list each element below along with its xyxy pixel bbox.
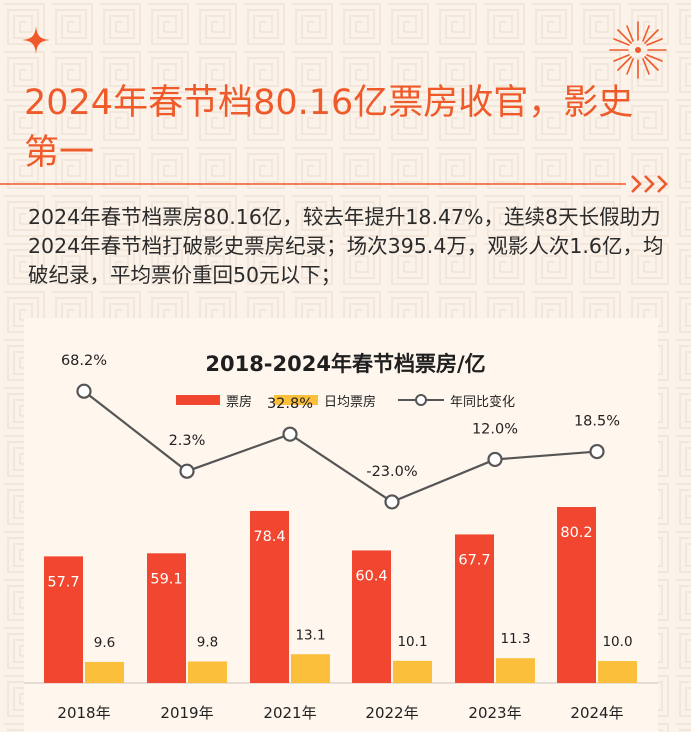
bar-label-box-office: 78.4 — [253, 529, 285, 545]
line-label-yoy: 18.5% — [574, 414, 620, 430]
firework-icon — [609, 21, 667, 79]
x-tick-label: 2022年 — [365, 704, 418, 722]
line-label-yoy: -23.0% — [366, 464, 417, 480]
triple-arrow-icon — [631, 175, 668, 193]
legend-label-box-office: 票房 — [225, 394, 252, 410]
chart-card — [24, 318, 658, 732]
legend-item-box-office: 票房 — [175, 391, 252, 410]
bar-label-box-office: 57.7 — [47, 574, 79, 590]
bar-label-box-office: 67.7 — [458, 552, 490, 568]
bar-label-daily: 9.8 — [197, 634, 218, 650]
bar-label-box-office: 80.2 — [560, 525, 592, 541]
four-point-star-icon — [22, 26, 50, 54]
bar-label-daily: 11.3 — [500, 631, 530, 647]
bar-box-office — [44, 556, 83, 683]
x-tick-label: 2019年 — [160, 704, 213, 722]
bar-daily — [188, 661, 227, 683]
bar-label-box-office: 59.1 — [150, 571, 182, 587]
bar-daily — [598, 661, 637, 683]
title-divider — [0, 175, 668, 193]
line-yoy — [83, 390, 598, 504]
legend-label-yoy: 年同比变化 — [450, 394, 516, 410]
bar-daily — [85, 661, 124, 683]
line-point-yoy — [282, 426, 298, 442]
line-point-yoy — [384, 494, 400, 510]
chart-title: 2018-2024年春节档票房/亿 — [205, 352, 486, 376]
legend-swatch-box-office — [175, 395, 220, 405]
bar-box-office — [352, 550, 391, 683]
legend-item-daily: 日均票房 — [273, 391, 376, 410]
line-point-yoy — [589, 443, 605, 460]
bar-box-office — [557, 507, 596, 683]
legend-label-daily: 日均票房 — [323, 394, 376, 410]
bar-daily — [496, 658, 535, 683]
bar-label-box-office: 60.4 — [355, 568, 387, 584]
x-tick-label: 2024年 — [570, 704, 623, 722]
chart-legend: 票房 日均票房 年同比变化 — [0, 388, 691, 412]
line-label-yoy: 68.2% — [61, 353, 107, 369]
bar-label-daily: 10.0 — [602, 634, 632, 650]
x-tick-label: 2021年 — [263, 704, 316, 722]
x-tick-label: 2018年 — [57, 704, 110, 722]
line-point-yoy — [76, 383, 92, 399]
bar-label-daily: 13.1 — [295, 627, 325, 643]
bar-daily — [393, 660, 432, 683]
description-text: 2024年春节档票房80.16亿，较去年提升18.47%，连续8天长假助力202… — [28, 205, 664, 287]
legend-swatch-daily — [273, 395, 318, 405]
bar-box-office — [147, 553, 186, 683]
page-title: 2024年春节档80.16亿票房收官，影史第一 — [24, 83, 634, 173]
bar-daily — [291, 654, 330, 683]
bar-box-office — [455, 534, 494, 683]
legend-swatch-yoy — [398, 394, 444, 406]
bar-box-office — [250, 510, 289, 683]
line-label-yoy: 12.0% — [472, 421, 518, 437]
bar-label-daily: 9.6 — [94, 635, 115, 651]
line-label-yoy: 2.3% — [169, 433, 206, 449]
line-point-yoy — [179, 463, 195, 479]
bar-label-daily: 10.1 — [397, 634, 427, 650]
line-label-yoy: 32.8% — [267, 396, 313, 412]
line-point-yoy — [487, 451, 503, 468]
legend-item-yoy: 年同比变化 — [398, 391, 515, 410]
x-tick-label: 2023年 — [468, 704, 521, 722]
